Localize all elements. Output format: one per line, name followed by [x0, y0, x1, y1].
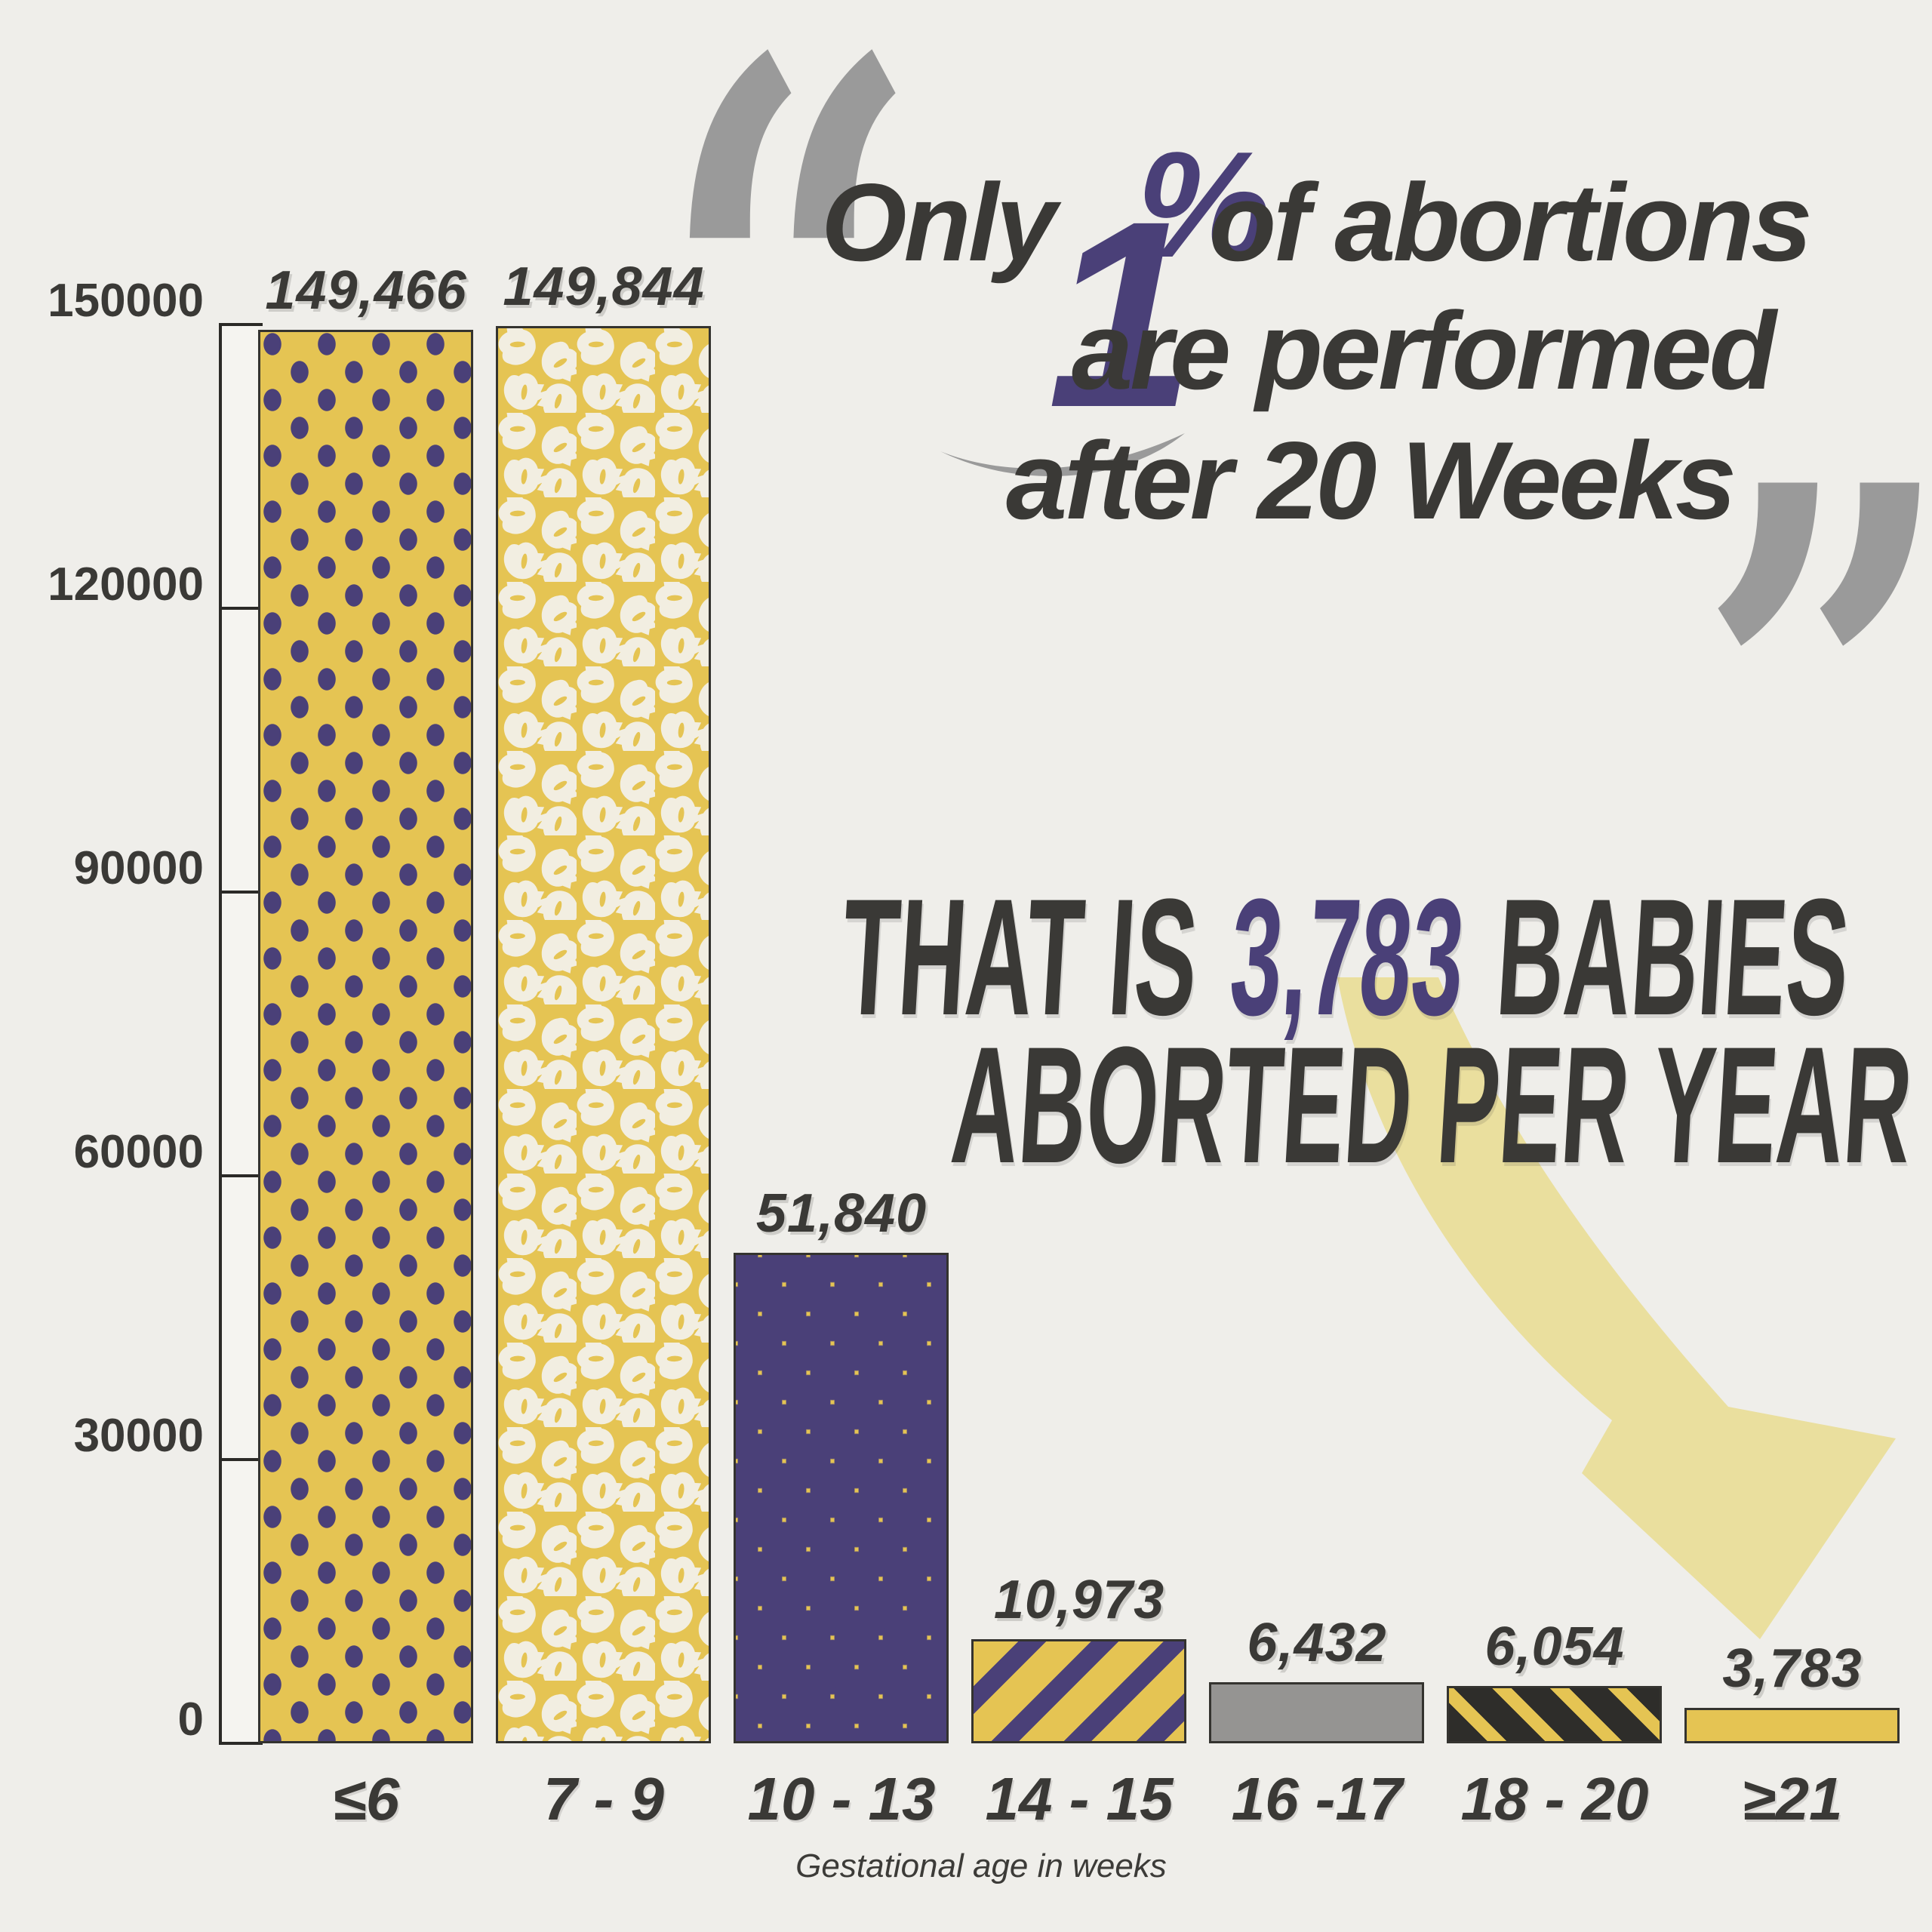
bar-18 - 20: [1447, 1686, 1662, 1743]
bar-value-label: 6,054: [1484, 1617, 1625, 1677]
bar-value-label: 149,844: [503, 257, 705, 317]
bar-value-label: 6,432: [1247, 1613, 1387, 1673]
bar-≥21: [1684, 1708, 1900, 1743]
quote-line1-rest: of abortions: [1209, 161, 1812, 284]
x-axis-category-label: ≥21: [1742, 1765, 1843, 1832]
quote-percent-sign: %: [1137, 121, 1271, 289]
bar-10 - 13: [734, 1253, 949, 1743]
closing-quote-icon: ”: [1697, 364, 1932, 1034]
quote-big-number: 1: [1048, 165, 1195, 463]
bar-value-label: 10,973: [993, 1570, 1165, 1630]
x-axis-category-label: 18 - 20: [1460, 1765, 1649, 1832]
bar-7 - 9: [496, 326, 711, 1743]
stat-line2: ABORTED PER YEAR: [946, 1012, 1918, 1198]
bar-16 -17: [1209, 1682, 1424, 1743]
quote-line2: are performed: [1072, 289, 1777, 412]
y-axis-tick: [219, 1458, 263, 1461]
quote-word-only: Only: [821, 161, 1057, 284]
y-axis-tick: [219, 607, 263, 610]
y-axis-tick: [219, 323, 263, 326]
y-axis-tick-label: 30000: [73, 1410, 204, 1462]
x-axis-category-label: 7 - 9: [543, 1765, 665, 1832]
bar-≤6: [258, 330, 473, 1743]
y-axis-tick-label: 120000: [48, 558, 204, 611]
x-axis-category-label: ≤6: [332, 1765, 400, 1832]
bar-value-label: 51,840: [755, 1183, 928, 1244]
y-axis-tick: [219, 1174, 263, 1177]
y-axis: [219, 325, 260, 1743]
y-axis-tick-label: 60000: [73, 1126, 204, 1178]
y-axis-tick-label: 150000: [48, 275, 204, 327]
swoosh-underline-icon: [940, 433, 1185, 476]
bar-value-label: 149,466: [265, 260, 467, 321]
x-axis-title: Gestational age in weeks: [795, 1847, 1167, 1884]
x-axis-category-label: 10 - 13: [747, 1765, 936, 1832]
y-axis-tick: [219, 891, 263, 894]
y-axis-tick-label: 0: [177, 1694, 204, 1746]
x-axis-category-label: 16 -17: [1231, 1765, 1403, 1832]
bar-value-label: 3,783: [1722, 1638, 1863, 1699]
quote-line3: after 20 Weeks: [1006, 419, 1737, 542]
y-axis-tick-label: 90000: [73, 842, 204, 894]
x-axis-category-label: 14 - 15: [985, 1765, 1174, 1832]
bar-14 - 15: [971, 1639, 1186, 1743]
y-axis-tick: [219, 1742, 263, 1745]
